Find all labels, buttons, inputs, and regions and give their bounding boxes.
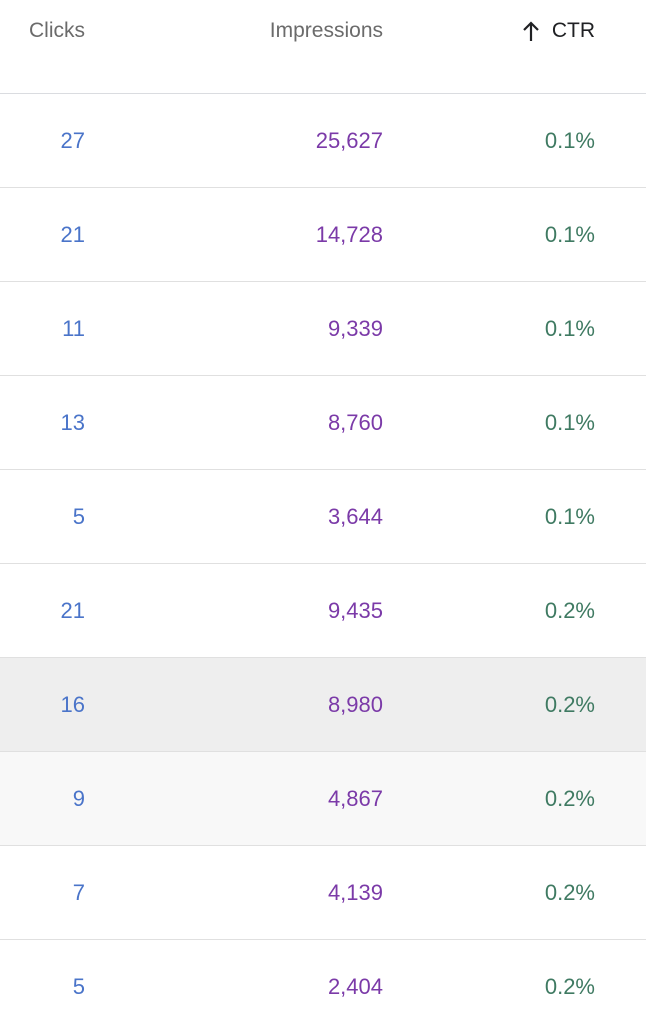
table-row[interactable]: 7 4,139 0.2% [0, 846, 646, 940]
table-row[interactable]: 5 2,404 0.2% [0, 940, 646, 1034]
column-header-clicks-label: Clicks [29, 18, 85, 42]
cell-ctr: 0.2% [544, 879, 595, 905]
cell-clicks: 21 [60, 597, 85, 623]
column-header-impressions[interactable]: Impressions [270, 0, 383, 77]
cell-impressions: 2,404 [327, 974, 383, 999]
cell-impressions: 3,644 [327, 503, 383, 529]
cell-clicks: 21 [60, 221, 85, 247]
table-row[interactable]: 9 4,867 0.2% [0, 752, 646, 846]
cell-ctr: 0.1% [544, 221, 595, 247]
table-row[interactable]: 13 8,760 0.1% [0, 376, 646, 470]
cell-impressions: 25,627 [315, 127, 383, 153]
cell-impressions: 14,728 [315, 221, 383, 247]
cell-clicks: 5 [72, 503, 85, 529]
cell-ctr: 0.1% [544, 503, 595, 529]
column-header-ctr-label: CTR [551, 18, 595, 42]
cell-ctr: 0.1% [544, 315, 595, 341]
table-header: Clicks Impressions CTR [0, 0, 646, 94]
cell-clicks: 13 [60, 409, 85, 435]
cell-clicks: 5 [72, 974, 85, 999]
cell-ctr: 0.2% [544, 691, 595, 717]
cell-impressions: 4,139 [327, 879, 383, 905]
cell-impressions: 8,760 [327, 409, 383, 435]
cell-clicks: 11 [62, 315, 85, 341]
cell-clicks: 16 [60, 691, 85, 717]
cell-clicks: 7 [72, 879, 85, 905]
cell-ctr: 0.2% [544, 785, 595, 811]
table-row[interactable]: 11 9,339 0.1% [0, 282, 646, 376]
cell-ctr: 0.2% [544, 597, 595, 623]
column-header-clicks[interactable]: Clicks [29, 0, 85, 77]
column-header-ctr[interactable]: CTR [522, 0, 595, 77]
cell-impressions: 9,435 [327, 597, 383, 623]
cell-impressions: 4,867 [327, 785, 383, 811]
table-row[interactable]: 21 14,728 0.1% [0, 188, 646, 282]
table-row[interactable]: 27 25,627 0.1% [0, 94, 646, 188]
cell-ctr: 0.2% [544, 974, 595, 999]
cell-impressions: 8,980 [327, 691, 383, 717]
column-header-impressions-label: Impressions [269, 18, 383, 42]
cell-clicks: 9 [72, 785, 85, 811]
cell-ctr: 0.1% [544, 127, 595, 153]
cell-impressions: 9,339 [327, 315, 383, 341]
table-row[interactable]: 16 8,980 0.2% [0, 658, 646, 752]
table-row[interactable]: 5 3,644 0.1% [0, 470, 646, 564]
cell-clicks: 27 [60, 127, 85, 153]
cell-ctr: 0.1% [544, 409, 595, 435]
arrow-up-icon [522, 20, 540, 42]
table-row[interactable]: 21 9,435 0.2% [0, 564, 646, 658]
